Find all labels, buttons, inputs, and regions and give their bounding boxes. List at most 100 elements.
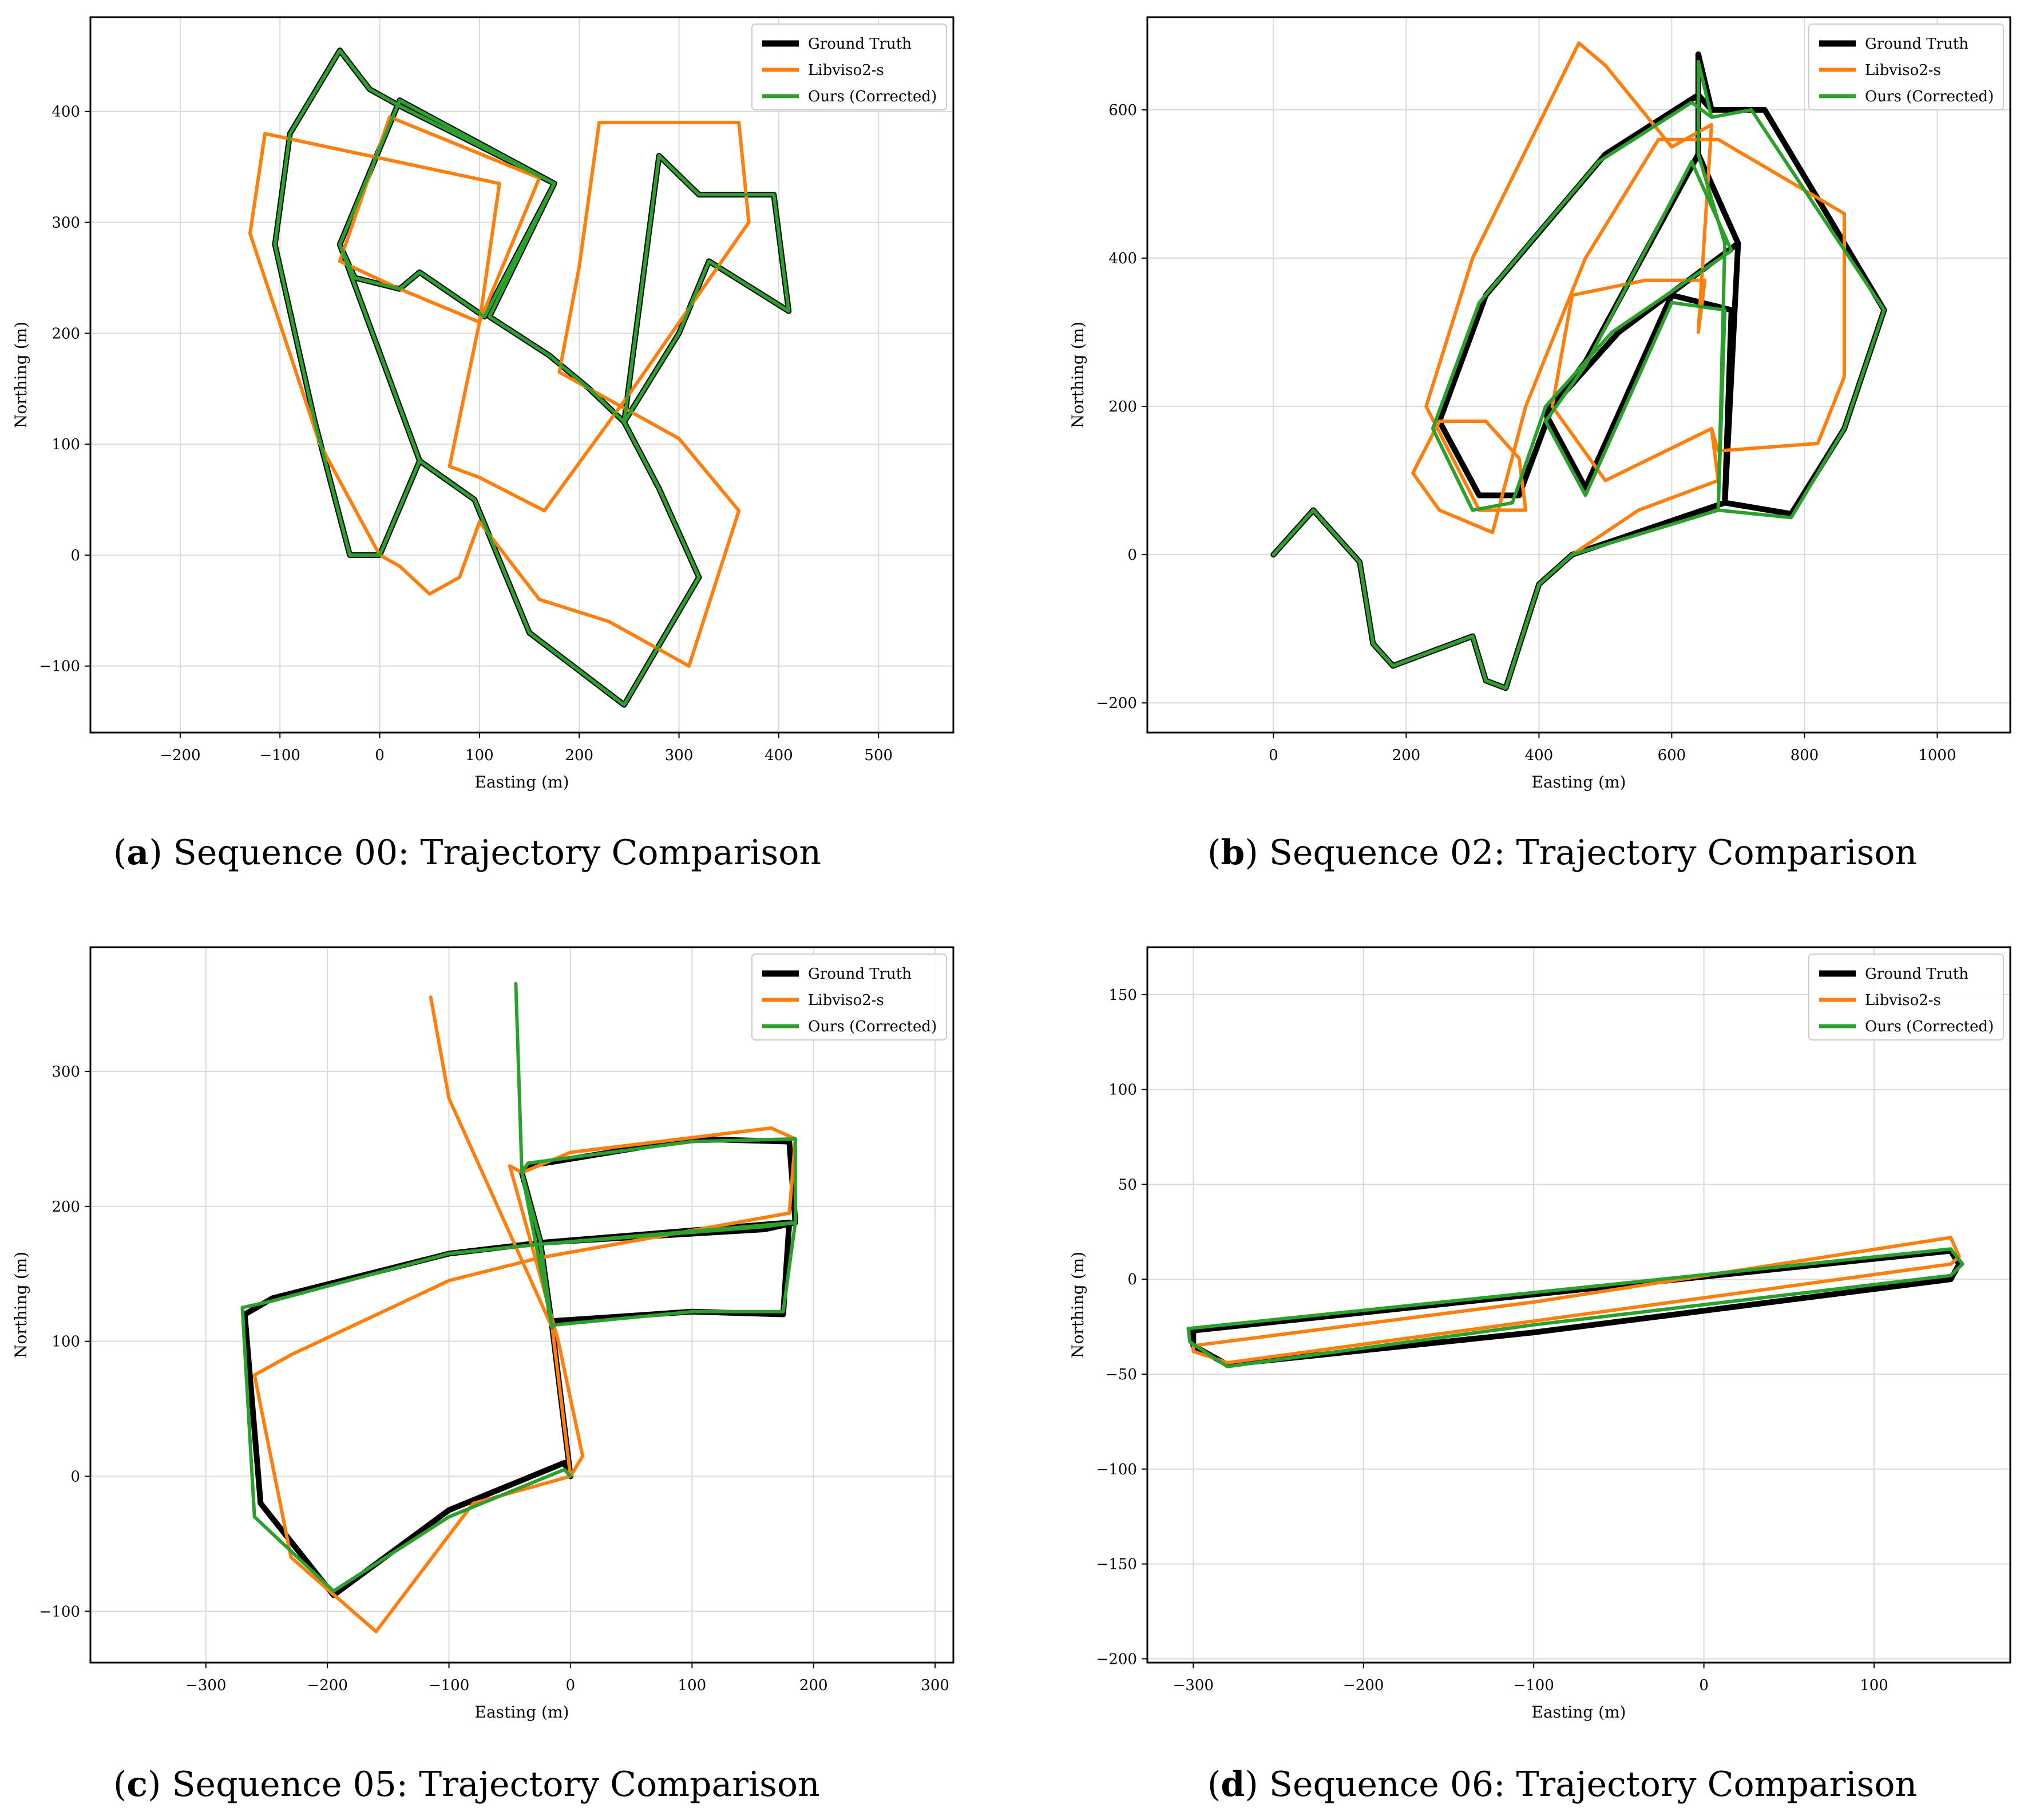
caption-paren-close: ) bbox=[148, 1764, 172, 1805]
x-tick-label: 100 bbox=[465, 747, 494, 764]
x-tick-label: −100 bbox=[429, 1677, 469, 1694]
caption-letter: d bbox=[1221, 1764, 1245, 1805]
series-line-ours bbox=[1186, 1247, 1964, 1368]
y-tick-label: 100 bbox=[52, 1334, 80, 1351]
legend-label-libviso: Libviso2-s bbox=[808, 992, 884, 1009]
plot-frame bbox=[89, 16, 954, 734]
legend-label-libviso: Libviso2-s bbox=[808, 62, 884, 79]
legend-label-ours: Ours (Corrected) bbox=[1865, 88, 1994, 105]
caption-paren-close: ) bbox=[1245, 833, 1269, 873]
y-tick-label: 400 bbox=[1108, 250, 1137, 267]
legend-box bbox=[751, 23, 947, 110]
panel-caption: (d) Sequence 06: Trajectory Comparison bbox=[1207, 1764, 1917, 1805]
legend-label-libviso: Libviso2-s bbox=[1865, 62, 1941, 79]
y-tick-label: 300 bbox=[52, 1063, 80, 1081]
y-tick-label: −200 bbox=[1096, 695, 1137, 712]
y-tick-label: 100 bbox=[52, 436, 80, 453]
x-tick-label: 0 bbox=[1269, 747, 1278, 764]
caption-paren-close: ) bbox=[1245, 1764, 1269, 1805]
y-tick-label: −100 bbox=[1096, 1461, 1137, 1478]
x-tick-label: 400 bbox=[1525, 747, 1554, 764]
y-tick-label: 300 bbox=[52, 215, 80, 232]
y-tick-label: 0 bbox=[1127, 1271, 1137, 1288]
plot-frame bbox=[1146, 946, 2011, 1664]
caption-letter: b bbox=[1221, 833, 1245, 873]
caption-text: Sequence 05: Trajectory Comparison bbox=[172, 1764, 819, 1805]
x-tick-label: −100 bbox=[1513, 1677, 1554, 1694]
series-group bbox=[1186, 1236, 1964, 1368]
y-tick-label: 0 bbox=[70, 547, 80, 564]
series-group bbox=[248, 48, 792, 708]
legend-label-ground-truth: Ground Truth bbox=[808, 966, 912, 983]
legend-box bbox=[751, 953, 947, 1040]
y-axis-label: Northing (m) bbox=[1068, 1252, 1087, 1358]
legend-box bbox=[1808, 953, 2004, 1040]
x-tick-label: −300 bbox=[185, 1677, 226, 1694]
panel-sequence-02: 0 200 400 600 800 1000 −200 0 200 400 600 Easting (… bbox=[1068, 16, 2011, 873]
y-tick-label: 200 bbox=[1108, 398, 1137, 416]
x-tick-label: 100 bbox=[678, 1677, 707, 1694]
caption-paren-open: ( bbox=[1207, 833, 1221, 873]
x-axis-label: Easting (m) bbox=[1532, 773, 1626, 792]
x-tick-label: 300 bbox=[665, 747, 694, 764]
y-axis-label: Northing (m) bbox=[1068, 322, 1087, 428]
legend-box bbox=[1808, 23, 2004, 110]
series-group bbox=[240, 982, 798, 1633]
x-tick-label: −200 bbox=[160, 747, 200, 764]
y-tick-label: 50 bbox=[1118, 1176, 1137, 1193]
caption-paren-open: ( bbox=[113, 1764, 126, 1805]
x-tick-label: −200 bbox=[307, 1677, 347, 1694]
panel-sequence-06: −300 −200 −100 0 100 −200 −150 −100 −50 0 50 100 150… bbox=[1068, 946, 2011, 1805]
y-tick-label: −100 bbox=[39, 658, 80, 675]
series-line-libviso bbox=[248, 115, 751, 668]
y-axis-label: Northing (m) bbox=[11, 322, 30, 428]
caption-paren-close: ) bbox=[149, 833, 173, 873]
legend-label-ours: Ours (Corrected) bbox=[808, 1018, 937, 1035]
y-axis-label: Northing (m) bbox=[11, 1252, 30, 1358]
x-tick-label: 200 bbox=[799, 1677, 828, 1694]
y-tick-label: −50 bbox=[1106, 1366, 1137, 1383]
series-line-ours bbox=[273, 49, 791, 707]
series-line-libviso bbox=[252, 995, 797, 1633]
caption-paren-open: ( bbox=[113, 833, 126, 873]
x-tick-label: 0 bbox=[375, 747, 385, 764]
x-axis-label: Easting (m) bbox=[475, 773, 569, 792]
caption-letter: a bbox=[126, 833, 149, 873]
x-tick-label: 300 bbox=[921, 1677, 949, 1694]
y-tick-label: 400 bbox=[52, 104, 80, 121]
legend-label-ground-truth: Ground Truth bbox=[808, 35, 912, 53]
y-tick-label: 0 bbox=[70, 1469, 80, 1486]
x-tick-label: 0 bbox=[1699, 1677, 1709, 1694]
x-tick-label: 1000 bbox=[1918, 747, 1956, 764]
legend-label-libviso: Libviso2-s bbox=[1865, 992, 1941, 1009]
y-tick-label: −150 bbox=[1096, 1556, 1137, 1573]
legend-label-ground-truth: Ground Truth bbox=[1865, 966, 1968, 983]
x-tick-label: 200 bbox=[565, 747, 593, 764]
x-tick-label: 200 bbox=[1392, 747, 1421, 764]
legend-label-ours: Ours (Corrected) bbox=[808, 88, 937, 105]
legend-label-ground-truth: Ground Truth bbox=[1865, 35, 1968, 53]
x-axis-label: Easting (m) bbox=[475, 1703, 569, 1722]
caption-letter: c bbox=[126, 1764, 148, 1805]
x-tick-label: −200 bbox=[1343, 1677, 1384, 1694]
x-tick-label: 0 bbox=[566, 1677, 576, 1694]
panel-sequence-00: −200 −100 0 100 200 300 400 500 −100 0 100 200 300 40… bbox=[11, 16, 954, 873]
x-tick-label: 800 bbox=[1791, 747, 1819, 764]
y-tick-label: 0 bbox=[1127, 547, 1137, 564]
series-line-libviso bbox=[1272, 41, 1846, 690]
x-axis-label: Easting (m) bbox=[1532, 1703, 1626, 1722]
panel-caption: (a) Sequence 00: Trajectory Comparison bbox=[113, 833, 821, 873]
panel-sequence-05: −300 −200 −100 0 100 200 300 −100 0 100 200 300 East… bbox=[11, 946, 954, 1805]
plot-frame bbox=[1146, 16, 2011, 734]
series-line-ours bbox=[240, 982, 797, 1593]
caption-text: Sequence 06: Trajectory Comparison bbox=[1269, 1764, 1917, 1805]
y-tick-label: 150 bbox=[1108, 987, 1137, 1004]
x-tick-label: −300 bbox=[1173, 1677, 1214, 1694]
y-tick-label: 600 bbox=[1108, 102, 1137, 119]
x-tick-label: 400 bbox=[765, 747, 793, 764]
panel-caption: (c) Sequence 05: Trajectory Comparison bbox=[113, 1764, 820, 1805]
y-tick-label: −200 bbox=[1096, 1651, 1137, 1668]
y-tick-label: 200 bbox=[52, 325, 80, 342]
caption-text: Sequence 00: Trajectory Comparison bbox=[173, 833, 821, 873]
